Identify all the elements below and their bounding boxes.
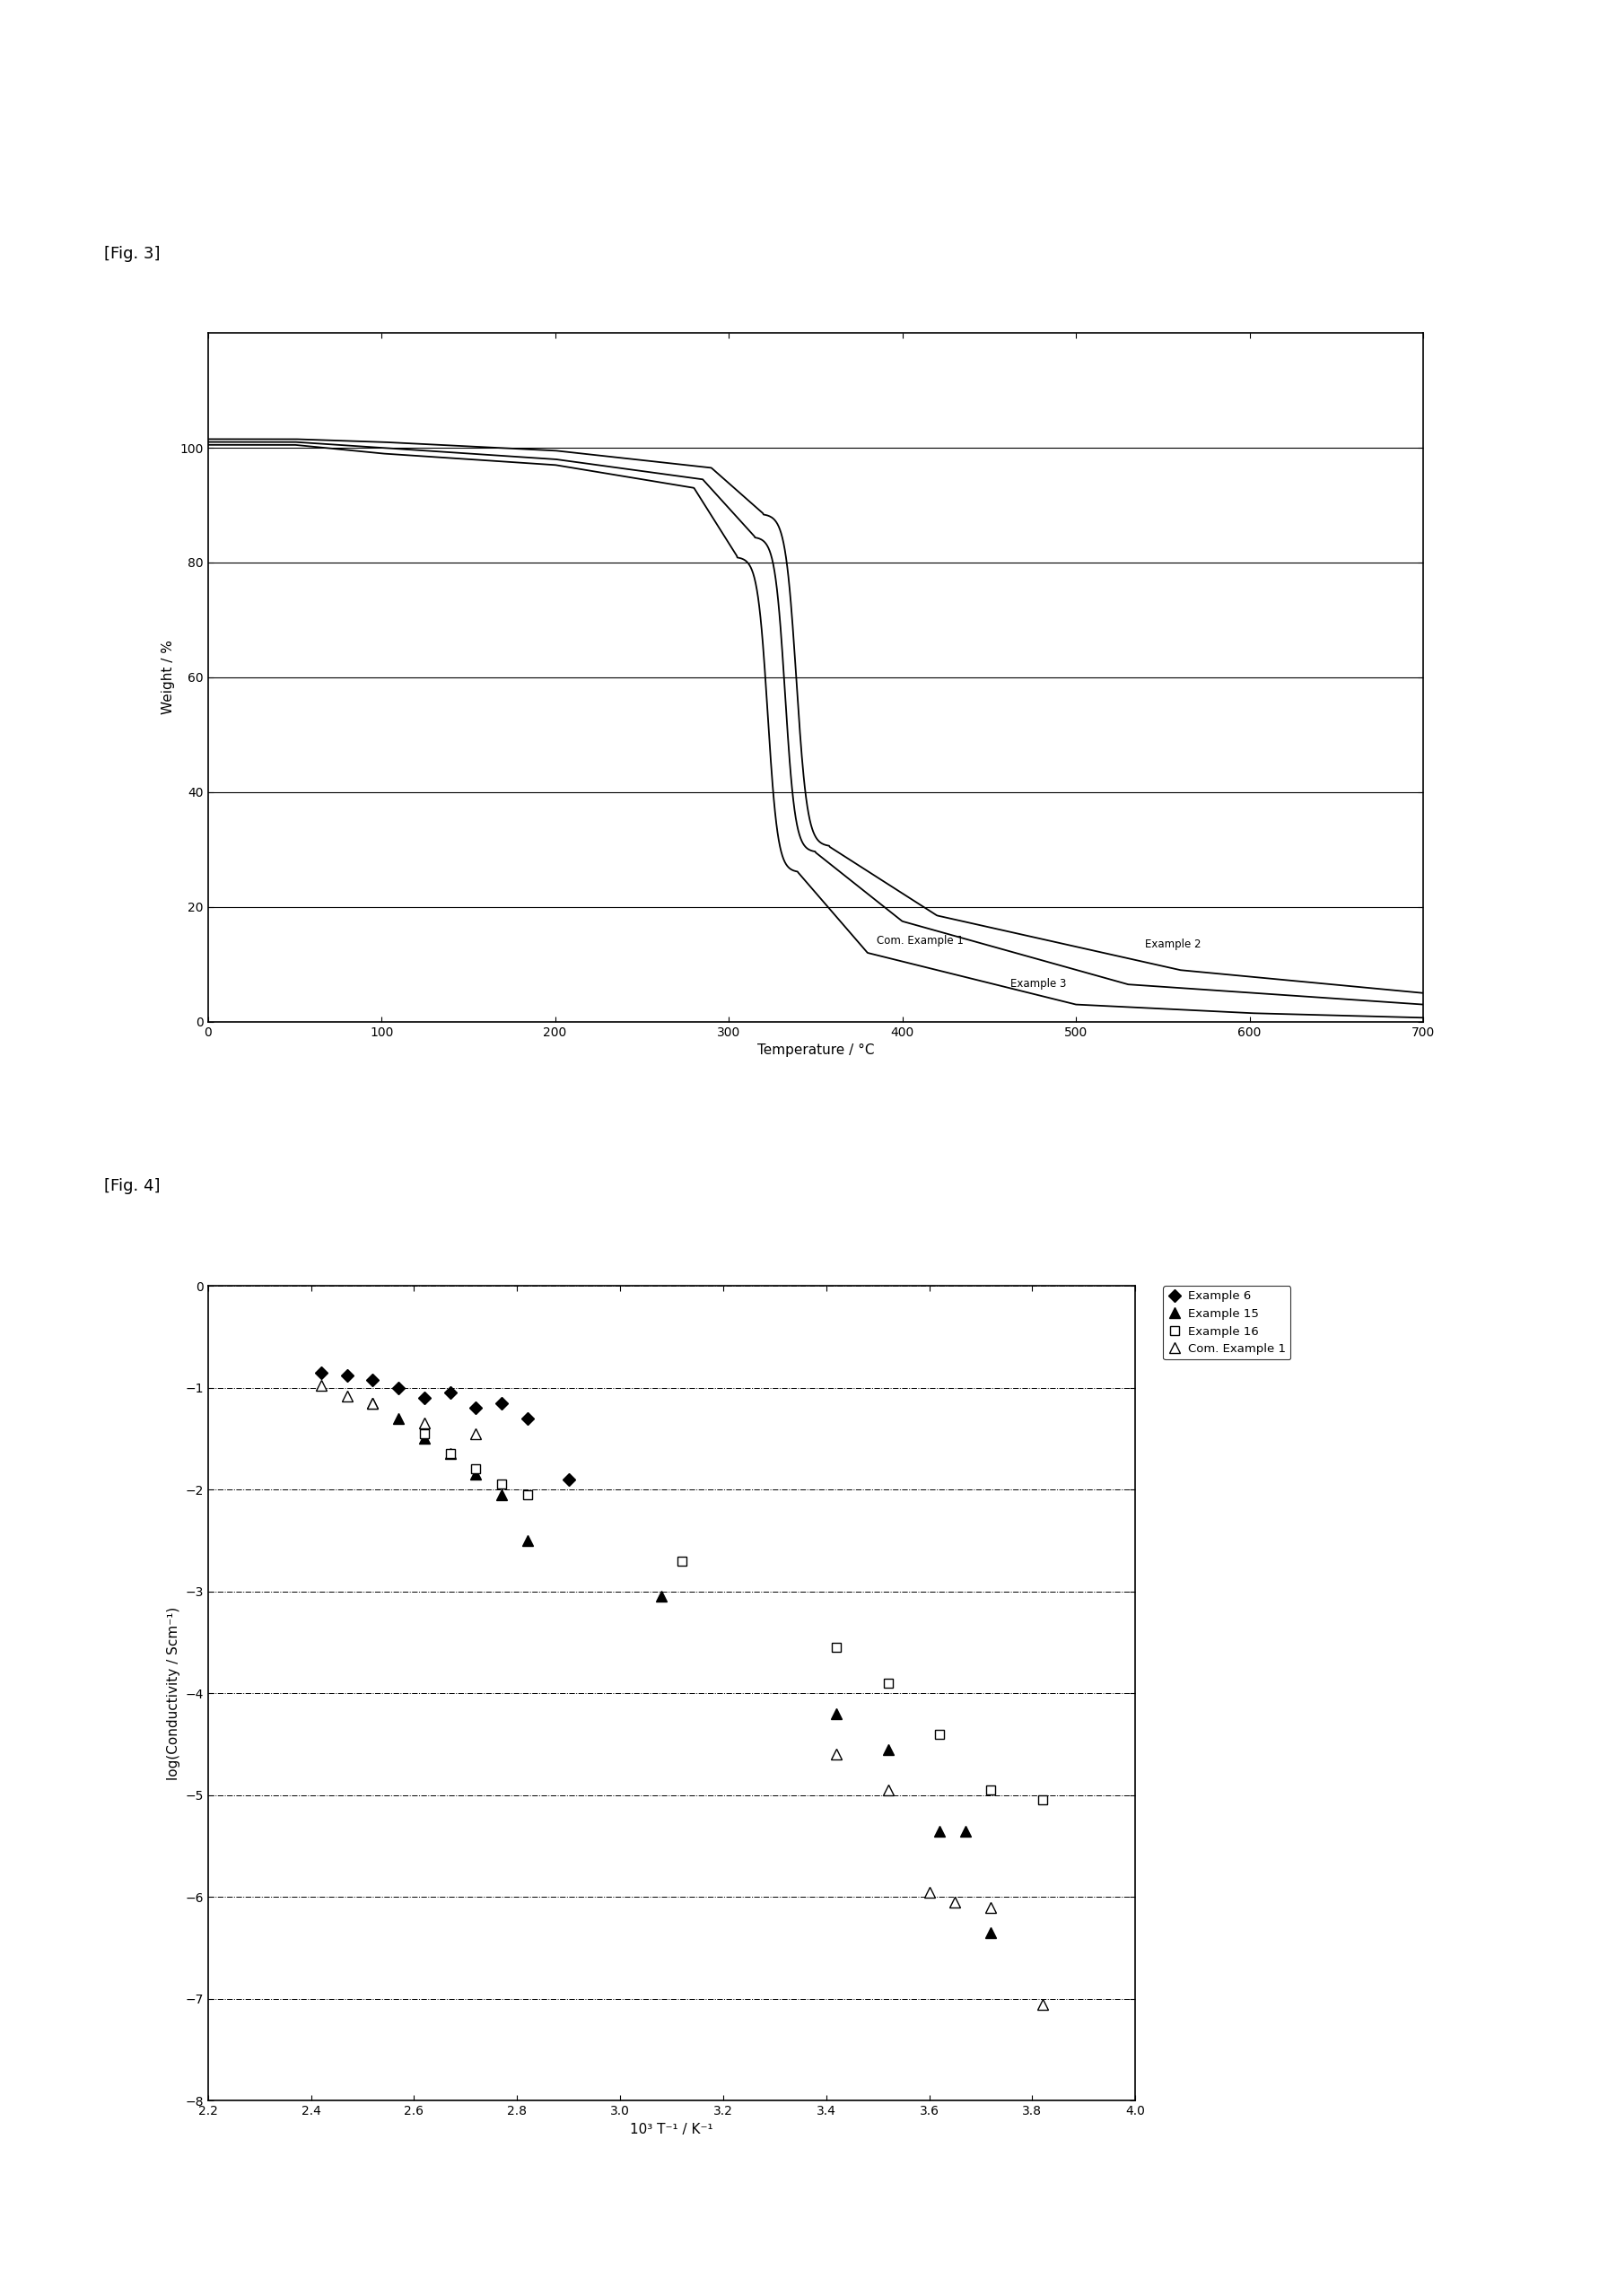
Y-axis label: log(Conductivity / Scm⁻¹): log(Conductivity / Scm⁻¹) bbox=[166, 1607, 181, 1779]
Text: [Fig. 4]: [Fig. 4] bbox=[104, 1178, 160, 1194]
Text: Example 3: Example 3 bbox=[1011, 978, 1067, 990]
Text: Com. Example 1: Com. Example 1 bbox=[876, 934, 963, 946]
X-axis label: 10³ T⁻¹ / K⁻¹: 10³ T⁻¹ / K⁻¹ bbox=[630, 2124, 713, 2135]
Text: Example 2: Example 2 bbox=[1145, 939, 1201, 951]
X-axis label: Temperature / °C: Temperature / °C bbox=[756, 1045, 875, 1056]
Y-axis label: Weight / %: Weight / % bbox=[161, 641, 174, 714]
Legend: Example 6, Example 15, Example 16, Com. Example 1: Example 6, Example 15, Example 16, Com. … bbox=[1162, 1286, 1290, 1359]
Text: [Fig. 3]: [Fig. 3] bbox=[104, 246, 160, 262]
